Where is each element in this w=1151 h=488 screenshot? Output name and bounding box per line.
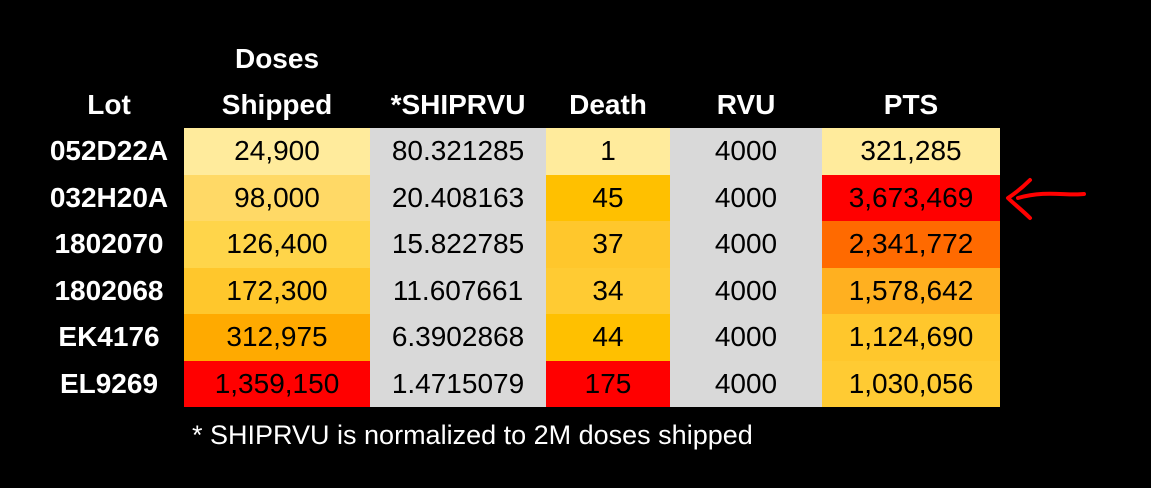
header-death: Death bbox=[569, 89, 647, 120]
header-doses-line2: Shipped bbox=[221, 89, 333, 120]
pts-cell: 3,673,469 bbox=[822, 175, 1000, 221]
lot-label: 052D22A bbox=[49, 135, 169, 166]
doses-cell: 98,000 bbox=[184, 175, 370, 221]
rvu-cell: 4000 bbox=[670, 221, 822, 268]
doses-cell: 126,400 bbox=[184, 221, 370, 268]
header-lot: Lot bbox=[87, 89, 131, 120]
doses-cell: 172,300 bbox=[184, 268, 370, 314]
lot-label: 1802070 bbox=[54, 228, 164, 259]
rvu-cell: 4000 bbox=[670, 128, 822, 175]
death-cell: 34 bbox=[546, 268, 670, 314]
rvu-cell: 4000 bbox=[670, 314, 822, 361]
pts-cell: 1,124,690 bbox=[822, 314, 1000, 361]
doses-cell: 24,900 bbox=[184, 128, 370, 175]
header-doses-line1: Doses bbox=[234, 43, 320, 74]
shiprvu-cell: 1.4715079 bbox=[370, 361, 546, 407]
death-cell: 175 bbox=[546, 361, 670, 407]
pts-cell: 1,030,056 bbox=[822, 361, 1000, 407]
lot-label: 032H20A bbox=[49, 182, 169, 213]
death-cell: 1 bbox=[546, 128, 670, 175]
red-arrow-icon bbox=[1006, 178, 1086, 220]
header-pts: PTS bbox=[883, 89, 939, 120]
lot-label: 1802068 bbox=[54, 275, 164, 306]
shiprvu-cell: 80.321285 bbox=[370, 128, 546, 175]
death-cell: 44 bbox=[546, 314, 670, 361]
rvu-cell: 4000 bbox=[670, 361, 822, 407]
header-shiprvu: *SHIPRVU bbox=[390, 89, 526, 120]
shiprvu-cell: 11.607661 bbox=[370, 268, 546, 314]
rvu-cell: 4000 bbox=[670, 175, 822, 221]
pts-cell: 321,285 bbox=[822, 128, 1000, 175]
footnote: * SHIPRVU is normalized to 2M doses ship… bbox=[192, 420, 753, 450]
lot-label: EK4176 bbox=[58, 321, 160, 352]
pts-cell: 1,578,642 bbox=[822, 268, 1000, 314]
rvu-cell: 4000 bbox=[670, 268, 822, 314]
header-rvu: RVU bbox=[716, 89, 776, 120]
pts-cell: 2,341,772 bbox=[822, 221, 1000, 268]
shiprvu-cell: 6.3902868 bbox=[370, 314, 546, 361]
shiprvu-cell: 20.408163 bbox=[370, 175, 546, 221]
lot-label: EL9269 bbox=[59, 368, 159, 399]
death-cell: 37 bbox=[546, 221, 670, 268]
shiprvu-cell: 15.822785 bbox=[370, 221, 546, 268]
doses-cell: 312,975 bbox=[184, 314, 370, 361]
death-cell: 45 bbox=[546, 175, 670, 221]
doses-cell: 1,359,150 bbox=[184, 361, 370, 407]
